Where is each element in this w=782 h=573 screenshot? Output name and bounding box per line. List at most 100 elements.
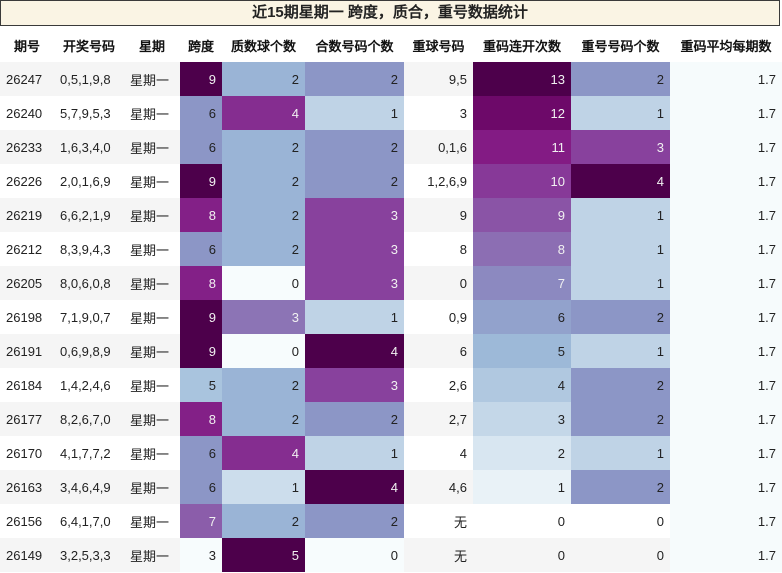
table-cell: 4 (404, 436, 473, 470)
table-cell: 3 (305, 266, 404, 300)
table-cell: 0 (571, 504, 670, 538)
table-row: 26233 1,6,3,4,0 星期一 6 2 2 0,1,6 11 3 1.7 (0, 130, 782, 164)
table-cell: 26191 (0, 334, 54, 368)
table-cell: 2 (305, 130, 404, 164)
table-cell: 4 (473, 368, 571, 402)
table-row: 26240 5,7,9,5,3 星期一 6 4 1 3 12 1 1.7 (0, 96, 782, 130)
table-cell: 2 (222, 62, 305, 96)
table-cell: 1.7 (670, 232, 782, 266)
table-cell: 10 (473, 164, 571, 198)
table-row: 26219 6,6,2,1,9 星期一 8 2 3 9 9 1 1.7 (0, 198, 782, 232)
table-cell: 3 (305, 232, 404, 266)
table-cell: 1 (571, 232, 670, 266)
table-cell: 2 (305, 164, 404, 198)
table-cell: 无 (404, 538, 473, 572)
table-cell: 0 (222, 266, 305, 300)
table-cell: 3,4,6,4,9 (54, 470, 124, 504)
table-cell: 5 (180, 368, 222, 402)
table-cell: 2 (473, 436, 571, 470)
table-cell: 4 (571, 164, 670, 198)
table-cell: 1.7 (670, 300, 782, 334)
table-cell: 0 (473, 538, 571, 572)
table-cell: 星期一 (124, 368, 180, 402)
table-cell: 1.7 (670, 436, 782, 470)
table-cell: 4 (222, 96, 305, 130)
table-cell: 星期一 (124, 402, 180, 436)
table-cell: 3 (404, 96, 473, 130)
table-cell: 0 (305, 538, 404, 572)
table-cell: 星期一 (124, 334, 180, 368)
table-row: 26191 0,6,9,8,9 星期一 9 0 4 6 5 1 1.7 (0, 334, 782, 368)
table-cell: 0 (404, 266, 473, 300)
table-cell: 星期一 (124, 96, 180, 130)
table-cell: 星期一 (124, 538, 180, 572)
table-cell: 1.7 (670, 334, 782, 368)
table-cell: 无 (404, 504, 473, 538)
table-cell: 1 (571, 198, 670, 232)
table-row: 26212 8,3,9,4,3 星期一 6 2 3 8 8 1 1.7 (0, 232, 782, 266)
table-cell: 4 (222, 436, 305, 470)
table-cell: 8 (180, 402, 222, 436)
table-cell: 5 (222, 538, 305, 572)
table-cell: 0,1,6 (404, 130, 473, 164)
table-cell: 9 (404, 198, 473, 232)
table-cell: 26247 (0, 62, 54, 96)
column-header: 期号 (0, 28, 54, 62)
table-cell: 9,5 (404, 62, 473, 96)
table-cell: 13 (473, 62, 571, 96)
table-cell: 7 (473, 266, 571, 300)
column-header: 质数球个数 (222, 28, 305, 62)
table-cell: 8,3,9,4,3 (54, 232, 124, 266)
table-cell: 星期一 (124, 62, 180, 96)
table-cell: 星期一 (124, 266, 180, 300)
table-cell: 26184 (0, 368, 54, 402)
table-cell: 3 (571, 130, 670, 164)
table-cell: 1.7 (670, 164, 782, 198)
table-cell: 1.7 (670, 62, 782, 96)
table-cell: 7 (180, 504, 222, 538)
table-cell: 8 (180, 198, 222, 232)
table-cell: 4,6 (404, 470, 473, 504)
table-cell: 1 (571, 436, 670, 470)
table-cell: 1.7 (670, 368, 782, 402)
table-cell: 2,6 (404, 368, 473, 402)
table-cell: 1.7 (670, 538, 782, 572)
table-cell: 3,2,5,3,3 (54, 538, 124, 572)
table-cell: 0,6,9,8,9 (54, 334, 124, 368)
table-cell: 0 (222, 334, 305, 368)
table-cell: 2 (305, 504, 404, 538)
table-cell: 6 (180, 436, 222, 470)
table-cell: 1 (305, 300, 404, 334)
header-row: 期号 开奖号码 星期 跨度 质数球个数 合数号码个数 重球号码 重码连开次数 重号号码个数 重码平… (0, 28, 782, 62)
table-cell: 26226 (0, 164, 54, 198)
table-row: 26247 0,5,1,9,8 星期一 9 2 2 9,5 13 2 1.7 (0, 62, 782, 96)
table-title: 近15期星期一 跨度，质合，重号数据统计 (0, 0, 780, 26)
table-cell: 星期一 (124, 436, 180, 470)
table-cell: 26233 (0, 130, 54, 164)
table-cell: 2 (222, 198, 305, 232)
table-cell: 3 (305, 198, 404, 232)
table-cell: 1 (305, 96, 404, 130)
table-cell: 26240 (0, 96, 54, 130)
table-row: 26177 8,2,6,7,0 星期一 8 2 2 2,7 3 2 1.7 (0, 402, 782, 436)
table-cell: 1.7 (670, 402, 782, 436)
table-cell: 2 (305, 62, 404, 96)
table-cell: 8 (180, 266, 222, 300)
column-header: 跨度 (180, 28, 222, 62)
table-cell: 4 (305, 334, 404, 368)
table-row: 26156 6,4,1,7,0 星期一 7 2 2 无 0 0 1.7 (0, 504, 782, 538)
table-cell: 26177 (0, 402, 54, 436)
column-header: 重码平均每期数 (670, 28, 782, 62)
table-cell: 1 (222, 470, 305, 504)
table-cell: 26170 (0, 436, 54, 470)
table-row: 26184 1,4,2,4,6 星期一 5 2 3 2,6 4 2 1.7 (0, 368, 782, 402)
column-header: 重球号码 (404, 28, 473, 62)
table-cell: 6 (180, 96, 222, 130)
table-cell: 星期一 (124, 164, 180, 198)
table-cell: 3 (305, 368, 404, 402)
table-cell: 6 (180, 232, 222, 266)
table-cell: 26219 (0, 198, 54, 232)
table-cell: 3 (222, 300, 305, 334)
table-row: 26170 4,1,7,7,2 星期一 6 4 1 4 2 1 1.7 (0, 436, 782, 470)
table-cell: 星期一 (124, 504, 180, 538)
